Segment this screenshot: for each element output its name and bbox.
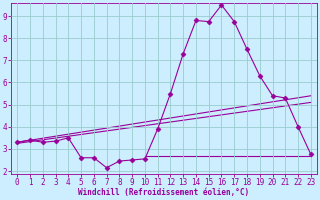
- X-axis label: Windchill (Refroidissement éolien,°C): Windchill (Refroidissement éolien,°C): [78, 188, 250, 197]
